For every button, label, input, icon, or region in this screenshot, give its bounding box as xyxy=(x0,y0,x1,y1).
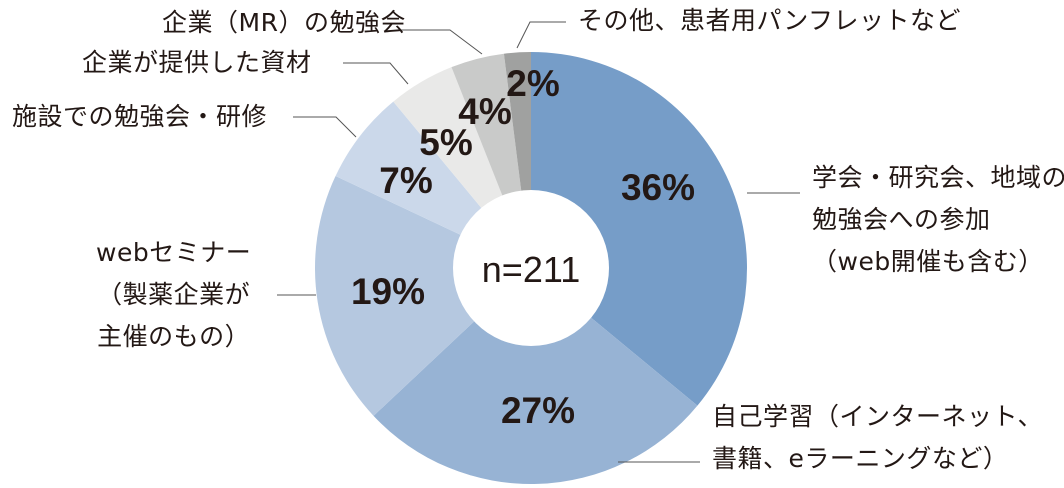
label-line: 学会・研究会、地域の xyxy=(812,163,1064,192)
leader-line-s3 xyxy=(293,116,357,138)
label-line: （製薬企業が xyxy=(97,280,251,309)
label-line: 施設での勉強会・研修 xyxy=(12,102,268,131)
label-line: 書籍、eラーニングなど） xyxy=(712,444,1009,473)
label-line: 自己学習（インターネット、 xyxy=(712,402,1044,431)
donut-slice-s1 xyxy=(373,268,698,484)
category-label-s4: 企業が提供した資材 xyxy=(82,42,312,84)
category-label-s2: webセミナー （製薬企業が 主催のもの） xyxy=(96,232,251,358)
label-line: 企業が提供した資材 xyxy=(82,48,312,77)
leader-line-s5 xyxy=(398,29,483,55)
donut-slice-s2 xyxy=(315,176,531,416)
leader-line-s6 xyxy=(516,21,566,49)
leader-line-s4 xyxy=(343,62,409,85)
sample-size-label: n=211 xyxy=(482,249,580,290)
donut-hole xyxy=(453,190,609,346)
pct-label-s6: 2% xyxy=(506,63,559,104)
label-line: webセミナー xyxy=(96,238,252,267)
category-label-s1: 自己学習（インターネット、 書籍、eラーニングなど） xyxy=(712,396,1043,480)
pct-label-s0: 36% xyxy=(621,167,695,208)
pct-label-s4: 5% xyxy=(419,122,472,163)
label-line: （web開催も含む） xyxy=(812,247,1044,276)
pct-label-s3: 7% xyxy=(379,160,432,201)
pct-label-s5: 4% xyxy=(458,91,511,132)
donut-slice-s0 xyxy=(531,52,747,406)
pct-label-s1: 27% xyxy=(501,390,575,431)
category-label-s0: 学会・研究会、地域の 勉強会への参加 （web開催も含む） xyxy=(812,157,1064,283)
pct-label-s2: 19% xyxy=(351,271,425,312)
label-line: その他、患者用パンフレットなど xyxy=(578,6,962,35)
label-line: 主催のもの） xyxy=(97,322,251,351)
category-label-s5: 企業（MR）の勉強会 xyxy=(162,2,406,44)
category-label-s3: 施設での勉強会・研修 xyxy=(12,96,267,138)
label-line: 勉強会への参加 xyxy=(812,205,991,234)
category-label-s6: その他、患者用パンフレットなど xyxy=(578,0,961,42)
leader-lines xyxy=(277,21,800,463)
label-line: 企業（MR）の勉強会 xyxy=(162,8,406,37)
